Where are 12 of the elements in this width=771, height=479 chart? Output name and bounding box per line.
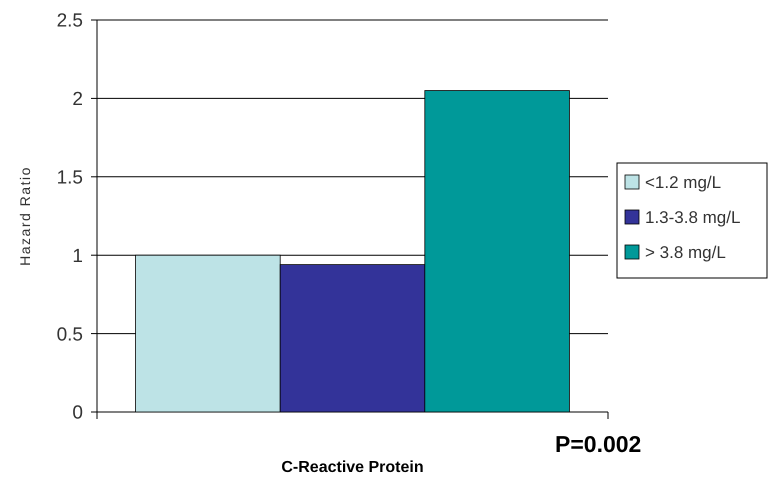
y-tick-label: 2 [72, 89, 83, 110]
legend-label: > 3.8 mg/L [645, 242, 726, 262]
legend-label: 1.3-3.8 mg/L [645, 208, 740, 227]
y-tick-label: 1.5 [56, 167, 83, 188]
y-axis-title: Hazard Ratio [17, 166, 33, 266]
y-tick-label: 0.5 [56, 324, 83, 346]
y-tick-label: 2.5 [56, 10, 83, 32]
text: P=0.002 [555, 431, 642, 457]
legend-label: <1.2 mg/L [645, 172, 722, 192]
y-tick-label: 1 [72, 246, 83, 267]
x-axis-title: C-Reactive Protein [281, 459, 424, 476]
y-tick-label: 0 [72, 402, 83, 424]
